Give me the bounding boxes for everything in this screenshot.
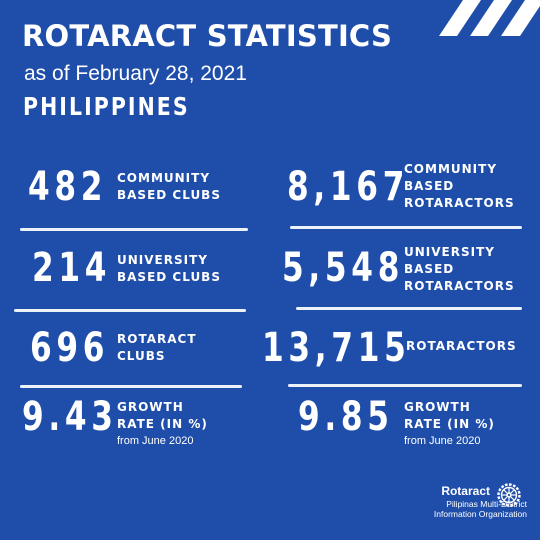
label-line: UNIVERSITY bbox=[117, 253, 208, 267]
rotaract-clubs-value: 696 bbox=[30, 325, 110, 371]
label-line: RATE (IN %) bbox=[117, 417, 208, 431]
label-line: GROWTH bbox=[404, 400, 471, 414]
growth-clubs-label: GROWTH RATE (IN %) bbox=[117, 399, 208, 433]
label-line: COMMUNITY bbox=[404, 162, 498, 176]
label-line: BASED CLUBS bbox=[117, 188, 221, 202]
rotaractors-value: 13,715 bbox=[262, 325, 411, 371]
page-title: ROTARACT STATISTICS bbox=[22, 19, 393, 53]
university-clubs-value: 214 bbox=[32, 245, 112, 291]
university-clubs-label: UNIVERSITY BASED CLUBS bbox=[117, 252, 221, 286]
growth-rotaractors-value: 9.85 bbox=[298, 394, 394, 440]
label-line: BASED bbox=[404, 262, 455, 276]
label-line: BASED bbox=[404, 179, 455, 193]
university-rotaractors-label: UNIVERSITY BASED ROTARACTORS bbox=[404, 244, 515, 295]
growth-rotaractors-note: from June 2020 bbox=[404, 435, 481, 447]
logo-line: Pilipinas Multi-District bbox=[446, 499, 527, 509]
rotaract-clubs-label: ROTARACT CLUBS bbox=[117, 331, 197, 365]
divider-line bbox=[20, 385, 242, 388]
diagonal-stripes-decoration bbox=[439, 0, 540, 36]
label-line: CLUBS bbox=[117, 349, 166, 363]
divider-line bbox=[290, 226, 522, 229]
divider-line bbox=[296, 307, 522, 310]
rotary-wheel-icon bbox=[497, 483, 521, 507]
label-line: BASED CLUBS bbox=[117, 270, 221, 284]
community-clubs-label: COMMUNITY BASED CLUBS bbox=[117, 170, 221, 204]
logo-subtitle: Pilipinas Multi-District Information Org… bbox=[387, 499, 527, 519]
growth-rotaractors-label: GROWTH RATE (IN %) bbox=[404, 399, 495, 433]
label-line: ROTARACTORS bbox=[404, 279, 515, 293]
label-line: ROTARACTORS bbox=[406, 339, 517, 353]
divider-line bbox=[20, 228, 248, 231]
date-subtitle: as of February 28, 2021 bbox=[24, 62, 247, 85]
university-rotaractors-value: 5,548 bbox=[282, 245, 405, 291]
divider-line bbox=[14, 309, 246, 312]
label-line: UNIVERSITY bbox=[404, 245, 495, 259]
logo-name: Rotaract bbox=[441, 484, 490, 498]
label-line: RATE (IN %) bbox=[404, 417, 495, 431]
community-rotaractors-value: 8,167 bbox=[287, 164, 410, 210]
growth-clubs-note: from June 2020 bbox=[117, 435, 194, 447]
rotaractors-label: ROTARACTORS bbox=[406, 338, 517, 355]
country-heading: PHILIPPINES bbox=[23, 92, 190, 121]
label-line: ROTARACT bbox=[117, 332, 197, 346]
community-clubs-value: 482 bbox=[28, 164, 108, 210]
divider-line bbox=[288, 384, 522, 387]
label-line: ROTARACTORS bbox=[404, 196, 515, 210]
growth-clubs-value: 9.43 bbox=[22, 394, 118, 440]
community-rotaractors-label: COMMUNITY BASED ROTARACTORS bbox=[404, 161, 515, 212]
logo-line: Information Organization bbox=[433, 509, 527, 519]
rotaract-logo: Rotaract Pilipinas Multi-District Inform… bbox=[397, 482, 527, 526]
label-line: COMMUNITY bbox=[117, 171, 211, 185]
label-line: GROWTH bbox=[117, 400, 184, 414]
